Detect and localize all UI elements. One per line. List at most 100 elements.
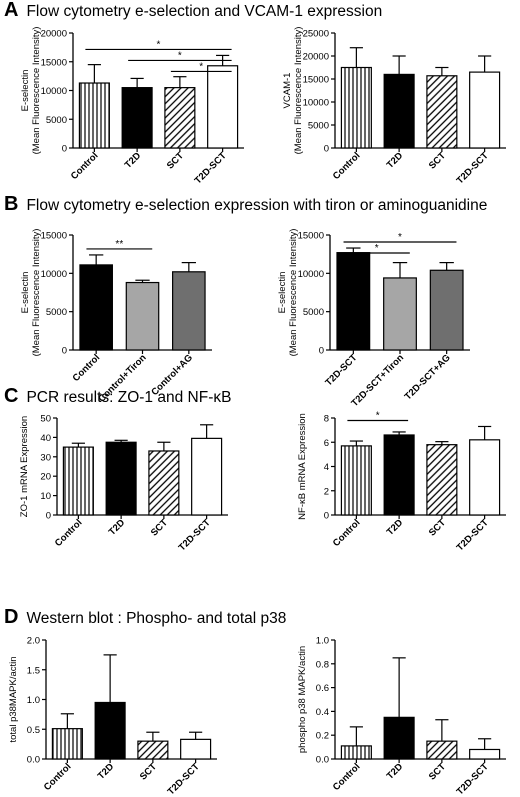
bar bbox=[164, 87, 196, 149]
y-axis-label: (Mean Fluorescence Intensity) bbox=[293, 27, 304, 155]
y-tick-label: 4 bbox=[324, 462, 329, 473]
y-axis-label: E-selectin bbox=[20, 272, 31, 314]
y-tick-label: 10000 bbox=[303, 98, 329, 109]
bar bbox=[148, 450, 180, 516]
x-tick-label: Control bbox=[331, 150, 363, 182]
y-tick-label: 0 bbox=[46, 511, 51, 522]
y-axis-label: NF-κB mRNA Expression bbox=[297, 413, 308, 520]
bar bbox=[426, 444, 458, 516]
panel-b-header: B Flow cytometry e-selection expression … bbox=[0, 193, 487, 216]
bar bbox=[340, 745, 372, 760]
y-tick-label: 0.6 bbox=[316, 683, 329, 694]
x-tick-label: Control bbox=[331, 517, 363, 549]
significance-label: ** bbox=[115, 239, 123, 250]
significance-label: * bbox=[157, 39, 161, 50]
bar bbox=[105, 441, 137, 516]
y-tick-label: 5000 bbox=[308, 121, 329, 132]
y-axis-label: E-selectin bbox=[277, 272, 288, 314]
bar bbox=[121, 87, 153, 149]
bar bbox=[426, 740, 458, 760]
y-tick-label: 15000 bbox=[298, 231, 324, 242]
bar bbox=[62, 446, 94, 516]
y-tick-label: 2 bbox=[324, 486, 329, 497]
y-tick-label: 25000 bbox=[303, 29, 329, 40]
x-tick-label: SCT bbox=[427, 150, 448, 171]
chart-eselectin-t2dsct-treatments: 0 5000 10000 15000 E-selectin (Mean Fluoresce… bbox=[277, 229, 470, 409]
y-tick-label: 2.0 bbox=[27, 636, 40, 647]
x-tick-label: SCT bbox=[427, 517, 448, 538]
significance-label: * bbox=[375, 243, 379, 254]
bar bbox=[172, 271, 206, 351]
y-tick-label: 5000 bbox=[46, 115, 67, 126]
y-tick-label: 20000 bbox=[303, 52, 329, 63]
panel-title: Flow cytometry e-selection and VCAM-1 ex… bbox=[26, 3, 383, 20]
y-tick-label: 10 bbox=[40, 491, 51, 502]
x-tick-label: T2D-SCT bbox=[323, 352, 359, 388]
x-tick-label: T2D-SCT bbox=[455, 150, 491, 186]
significance-label: * bbox=[178, 50, 182, 61]
y-tick-label: 0 bbox=[62, 144, 67, 155]
panel-title: Flow cytometry e-selection expression wi… bbox=[26, 197, 488, 214]
significance-label: * bbox=[398, 232, 402, 243]
plot-area: 0 2 4 6 8 NF-κB mRNA Expression Control T2D SCT T… bbox=[297, 410, 506, 553]
y-tick-label: 20 bbox=[40, 472, 51, 483]
bar bbox=[207, 65, 239, 149]
bar bbox=[469, 748, 501, 760]
y-tick-label: 10000 bbox=[41, 86, 67, 97]
panel-letter: D bbox=[4, 606, 19, 628]
y-tick-label: 0.0 bbox=[27, 755, 40, 766]
y-tick-label: 10000 bbox=[298, 269, 324, 280]
y-tick-label: 15000 bbox=[41, 57, 67, 68]
y-tick-label: 0.5 bbox=[27, 725, 40, 736]
x-tick-label: T2D bbox=[385, 150, 406, 171]
x-tick-label: T2D-SCT+AG bbox=[403, 352, 453, 402]
significance-label: * bbox=[376, 410, 380, 421]
panel-a-header: A Flow cytometry e-selection and VCAM-1 … bbox=[0, 0, 382, 22]
y-tick-label: 0.4 bbox=[316, 707, 329, 718]
y-tick-label: 15000 bbox=[303, 75, 329, 86]
panel-title: PCR results: ZO-1 and NF-κB bbox=[26, 389, 232, 406]
bar bbox=[469, 71, 501, 149]
panel-letter: B bbox=[4, 193, 19, 215]
panel-d-header: D Western blot : Phospho- and total p38 bbox=[0, 606, 286, 629]
x-tick-label: T2D-SCT bbox=[455, 517, 491, 553]
bar bbox=[340, 445, 372, 516]
y-tick-label: 1.5 bbox=[27, 665, 40, 676]
y-tick-label: 0 bbox=[62, 346, 67, 357]
y-tick-label: 6 bbox=[324, 438, 329, 449]
panel-title: Western blot : Phospho- and total p38 bbox=[26, 610, 287, 627]
bar bbox=[426, 75, 458, 149]
bar bbox=[383, 434, 415, 516]
chart-vcam1: 0 5000 10000 15000 20000 25000 VCAM-1 (Mean Flu… bbox=[282, 27, 506, 186]
y-tick-label: 8 bbox=[324, 414, 329, 425]
y-axis-label: (Mean Fluorescence Intensity) bbox=[31, 27, 42, 155]
x-tick-label: Control bbox=[331, 761, 363, 793]
y-tick-label: 0 bbox=[324, 511, 329, 522]
significance-label: * bbox=[199, 61, 203, 72]
bar bbox=[191, 437, 223, 516]
y-axis-label: total p38MAPK/actin bbox=[8, 656, 19, 742]
plot-area: 0 5000 10000 15000 E-selectin (Mean Fluoresce… bbox=[277, 229, 470, 409]
y-tick-label: 0 bbox=[319, 346, 324, 357]
panel-letter: C bbox=[4, 385, 19, 407]
y-tick-label: 0.8 bbox=[316, 659, 329, 670]
x-tick-label: T2D-SCT bbox=[455, 761, 491, 797]
y-tick-label: 20000 bbox=[41, 29, 67, 40]
bar bbox=[383, 716, 415, 760]
x-tick-label: T2D bbox=[385, 517, 406, 538]
y-axis-label: E-selectin bbox=[20, 70, 31, 112]
y-tick-label: 0.0 bbox=[316, 755, 329, 766]
y-axis-label: (Mean Fluorescence Intensity) bbox=[31, 229, 42, 357]
bar bbox=[336, 252, 371, 351]
y-tick-label: 5000 bbox=[46, 307, 67, 318]
chart-eselectin-a: 0 5000 10000 15000 20000 E-selectin (Mean Fluo… bbox=[20, 27, 244, 186]
bar bbox=[469, 439, 501, 516]
x-tick-label: SCT bbox=[427, 761, 448, 782]
y-tick-label: 10000 bbox=[41, 269, 67, 280]
plot-area: 0 5000 10000 15000 20000 25000 VCAM-1 (Mean Flu… bbox=[282, 27, 506, 186]
y-tick-label: 1.0 bbox=[316, 636, 329, 647]
y-tick-label: 0 bbox=[324, 144, 329, 155]
y-axis-label: ZO-1 mRNA Expression bbox=[19, 416, 30, 517]
